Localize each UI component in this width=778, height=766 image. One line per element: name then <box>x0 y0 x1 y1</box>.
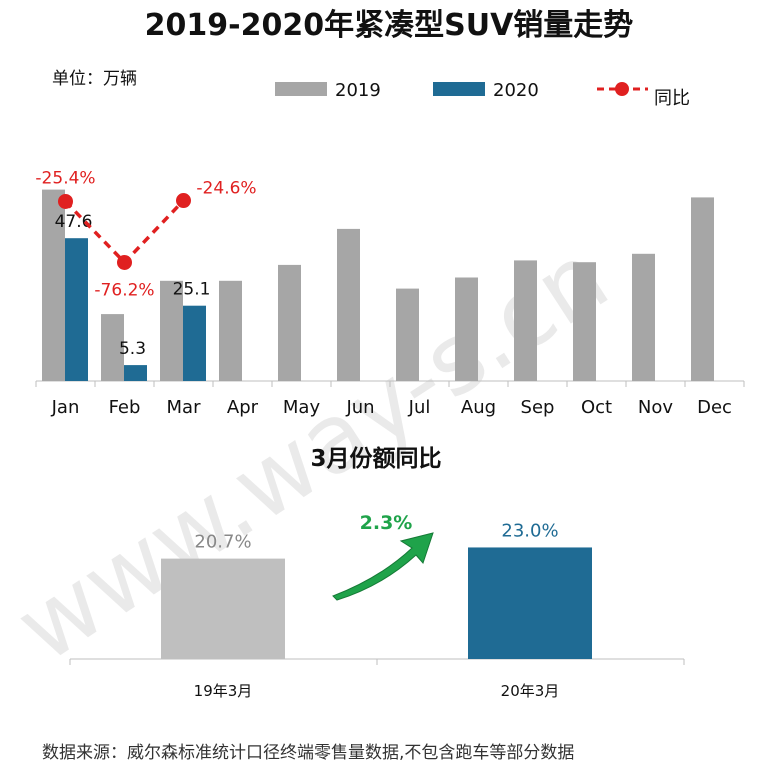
x-tick-label: Aug <box>461 397 496 418</box>
bar-2019 <box>514 260 537 381</box>
x-tick-label: Apr <box>227 397 259 418</box>
increase-arrow-icon <box>332 532 434 601</box>
legend: 2019 2020 同比 <box>275 80 690 109</box>
x-tick-label: May <box>283 397 321 418</box>
legend-label-2020: 2020 <box>493 80 539 101</box>
legend-label-yoy: 同比 <box>654 88 690 109</box>
bar-2019 <box>101 314 124 381</box>
yoy-point <box>176 193 191 209</box>
share-x-tick-label: 19年3月 <box>194 682 253 700</box>
share-data-label: 20.7% <box>194 532 251 553</box>
yoy-data-label: -24.6% <box>196 179 256 199</box>
x-tick-label: Mar <box>167 397 202 418</box>
bar-2019 <box>337 228 360 381</box>
bar-2019 <box>42 189 65 381</box>
main-chart-title: 2019-2020年紧凑型SUV销量走势 <box>145 8 634 43</box>
yoy-point <box>58 193 73 209</box>
bar-2019 <box>278 264 301 381</box>
bar-2019 <box>160 280 183 381</box>
x-tick-label: Jul <box>408 397 431 418</box>
monthly-bar-chart: Jan 47.6 Feb 5.3 Mar 25.1 Apr May Jun Jul Aug Sep Oc… <box>35 168 745 418</box>
x-tick-label: Oct <box>581 397 612 418</box>
x-tick-label: Dec <box>697 397 732 418</box>
data-source-note: 数据来源：威尔森标准统计口径终端零售量数据,不包含跑车等部分数据 <box>42 743 574 763</box>
share-bar-chart: 20.7% 19年3月 23.0% 20年3月 2.3% <box>69 512 685 700</box>
yoy-data-label: -25.4% <box>35 168 95 188</box>
share-x-tick-label: 20年3月 <box>501 682 560 700</box>
share-bar <box>468 547 592 659</box>
bar-2020-data-label: 47.6 <box>55 212 93 232</box>
share-chart-title: 3月份额同比 <box>310 446 441 472</box>
bar-2020 <box>65 238 88 381</box>
x-tick-label: Jun <box>345 397 374 418</box>
yoy-point <box>117 254 132 270</box>
bar-2019 <box>573 262 596 381</box>
legend-marker-yoy <box>615 82 629 96</box>
bar-2019 <box>219 280 242 381</box>
share-change-label: 2.3% <box>360 512 413 534</box>
x-tick-label: Jan <box>51 397 80 418</box>
bar-2019 <box>691 197 714 381</box>
bar-2020-data-label: 5.3 <box>119 339 146 359</box>
x-tick-label: Nov <box>638 397 673 418</box>
unit-label: 单位：万辆 <box>52 69 137 89</box>
share-data-label: 23.0% <box>501 520 558 541</box>
bar-2020-data-label: 25.1 <box>173 280 211 300</box>
legend-swatch-2020 <box>433 82 485 96</box>
yoy-data-label: -76.2% <box>94 280 154 300</box>
x-tick-label: Sep <box>521 397 555 418</box>
legend-swatch-2019 <box>275 82 327 96</box>
share-bar <box>161 558 285 659</box>
bar-2020 <box>183 305 206 381</box>
x-tick-label: Feb <box>109 397 141 418</box>
bar-2020 <box>124 365 147 381</box>
bar-2019 <box>632 253 655 381</box>
legend-label-2019: 2019 <box>335 80 381 101</box>
bar-2019 <box>396 288 419 381</box>
bar-2019 <box>455 277 478 381</box>
